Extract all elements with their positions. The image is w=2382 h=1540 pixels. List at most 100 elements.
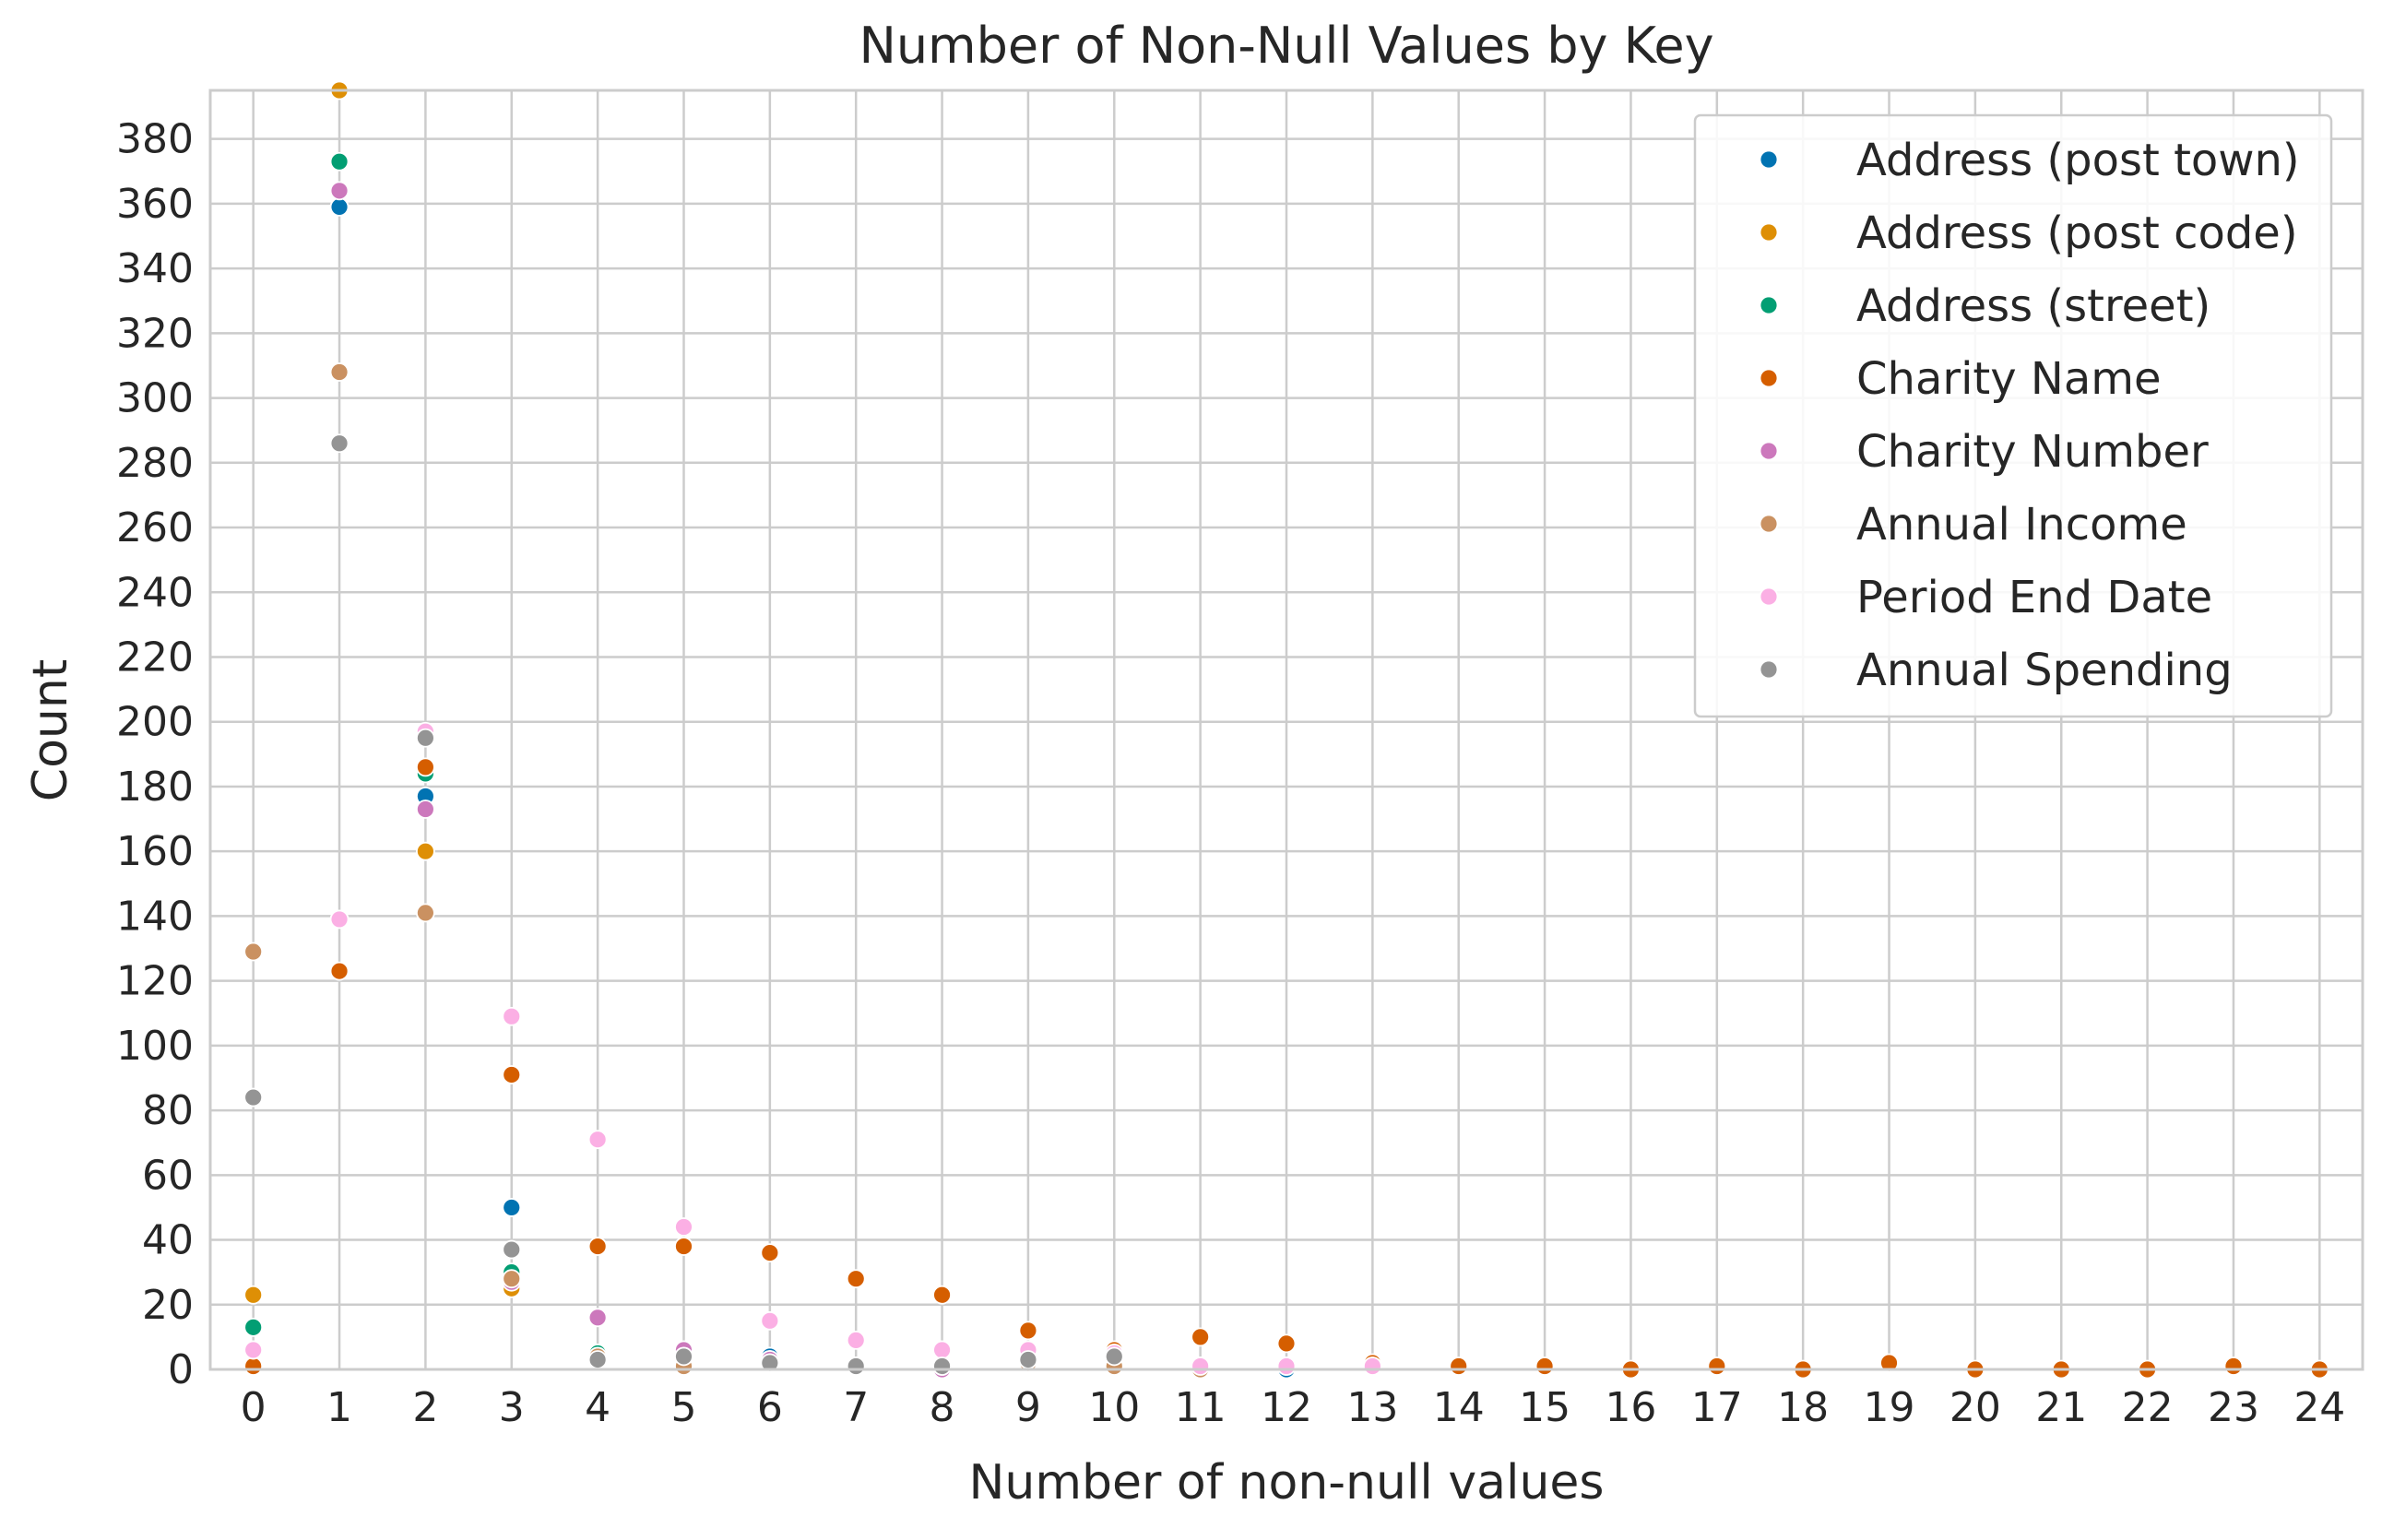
data-point — [1018, 1321, 1038, 1341]
data-point — [502, 1269, 522, 1289]
legend-label: Charity Name — [1856, 353, 2162, 405]
legend-marker — [1759, 295, 1779, 315]
data-point — [587, 1130, 608, 1150]
y-tick-label: 180 — [116, 764, 194, 811]
data-point — [502, 1239, 522, 1260]
data-point — [587, 1237, 608, 1256]
x-tick-label: 15 — [1519, 1384, 1570, 1431]
y-tick-label: 40 — [142, 1217, 194, 1264]
x-axis-ticks: 0 1 2 3 4 5 6 7 8 9 10 11 12 13 14 15 16 17 18 19 20 21 22 23 24 — [241, 1384, 2346, 1431]
data-point — [932, 1356, 952, 1376]
y-tick-label: 200 — [116, 699, 194, 746]
y-tick-label: 240 — [116, 569, 194, 616]
data-point — [329, 961, 350, 981]
data-point — [502, 1006, 522, 1026]
x-tick-label: 9 — [1015, 1384, 1041, 1431]
data-point — [674, 1217, 693, 1237]
legend-label: Annual Income — [1856, 499, 2187, 551]
x-tick-label: 11 — [1175, 1384, 1227, 1431]
data-point — [1535, 1356, 1555, 1376]
data-point — [846, 1330, 866, 1350]
data-point — [243, 1087, 264, 1108]
data-point — [932, 1285, 952, 1305]
data-point — [587, 1308, 608, 1328]
y-tick-label: 80 — [142, 1087, 194, 1134]
data-point — [1362, 1356, 1382, 1376]
x-tick-label: 13 — [1346, 1384, 1398, 1431]
data-point — [329, 362, 350, 382]
legend-label: Address (post town) — [1856, 135, 2300, 186]
data-point — [243, 1340, 264, 1360]
legend-label: Period End Date — [1856, 572, 2212, 623]
series-4 — [243, 181, 1211, 1380]
x-tick-label: 12 — [1261, 1384, 1312, 1431]
chart-title: Number of Non-Null Values by Key — [859, 17, 1713, 75]
data-point — [502, 1065, 522, 1084]
y-axis-ticks: 0 20 40 60 80 100 120 140 160 180 200 220 240 260 280 3… — [116, 116, 194, 1393]
legend-marker — [1759, 222, 1779, 243]
data-point — [932, 1340, 952, 1360]
x-tick-label: 23 — [2208, 1384, 2259, 1431]
data-point — [1707, 1356, 1727, 1376]
y-tick-label: 280 — [116, 440, 194, 487]
data-point — [502, 1198, 522, 1217]
x-tick-label: 7 — [843, 1384, 869, 1431]
x-tick-label: 2 — [412, 1384, 438, 1431]
legend-box — [1693, 113, 2333, 718]
x-tick-label: 19 — [1864, 1384, 1915, 1431]
data-point — [329, 909, 350, 930]
x-tick-label: 14 — [1433, 1384, 1485, 1431]
data-point — [243, 1285, 264, 1305]
x-tick-label: 10 — [1088, 1384, 1140, 1431]
plot-frame — [208, 89, 2364, 1371]
x-tick-label: 22 — [2122, 1384, 2174, 1431]
series-2 — [243, 151, 1211, 1376]
x-tick-label: 18 — [1777, 1384, 1829, 1431]
legend-label: Address (post code) — [1856, 207, 2298, 259]
data-point — [243, 1317, 264, 1337]
x-tick-label: 5 — [670, 1384, 696, 1431]
data-point — [415, 841, 435, 861]
series-5 — [243, 362, 1382, 1380]
x-tick-label: 20 — [1949, 1384, 2001, 1431]
y-tick-label: 340 — [116, 245, 194, 292]
y-tick-label: 260 — [116, 504, 194, 551]
y-axis-label: Count — [23, 659, 78, 801]
y-tick-label: 0 — [168, 1346, 194, 1393]
data-point — [760, 1353, 780, 1373]
data-point — [1191, 1327, 1211, 1347]
x-axis-label: Number of non-null values — [968, 1455, 1604, 1510]
y-tick-label: 220 — [116, 634, 194, 681]
y-tick-label: 360 — [116, 181, 194, 228]
data-point — [1018, 1350, 1038, 1369]
data-point — [1276, 1356, 1297, 1376]
x-tick-label: 17 — [1691, 1384, 1743, 1431]
x-tick-label: 0 — [241, 1384, 267, 1431]
legend-marker — [1759, 441, 1779, 461]
data-point — [2223, 1356, 2244, 1376]
data-point — [415, 903, 435, 923]
data-point — [243, 1356, 264, 1376]
data-point — [674, 1346, 693, 1367]
legend-marker — [1759, 586, 1779, 607]
data-point — [760, 1310, 780, 1331]
y-tick-label: 120 — [116, 958, 194, 1005]
x-tick-label: 24 — [2293, 1384, 2345, 1431]
data-point — [1449, 1356, 1469, 1376]
y-tick-label: 60 — [142, 1152, 194, 1199]
y-tick-label: 140 — [116, 893, 194, 940]
legend-label: Annual Spending — [1856, 645, 2233, 696]
x-tick-label: 4 — [585, 1384, 610, 1431]
legend-label: Address (street) — [1856, 280, 2210, 332]
y-tick-label: 300 — [116, 375, 194, 422]
x-tick-label: 8 — [930, 1384, 955, 1431]
data-point — [846, 1269, 866, 1289]
x-tick-label: 6 — [757, 1384, 783, 1431]
data-point — [1104, 1346, 1124, 1367]
data-point — [415, 757, 435, 777]
data-point — [1879, 1353, 1899, 1373]
x-tick-label: 21 — [2035, 1384, 2087, 1431]
data-point — [329, 181, 350, 201]
data-point — [760, 1243, 780, 1262]
